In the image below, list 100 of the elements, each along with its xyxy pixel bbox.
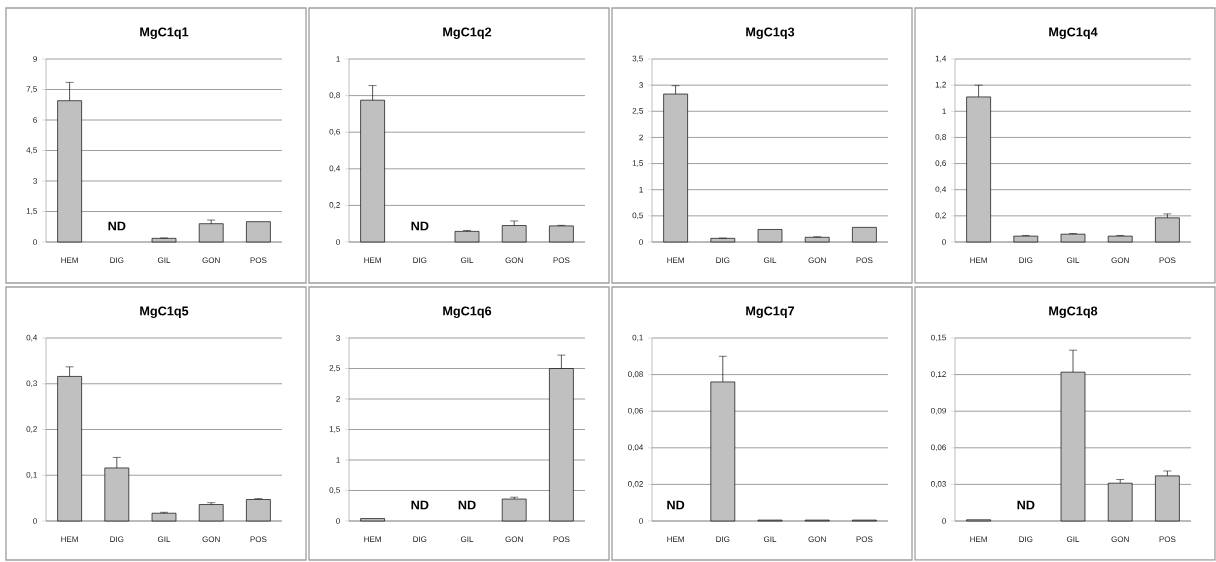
- annotation: ND: [667, 500, 685, 510]
- bar: [1060, 233, 1086, 243]
- x-tick-label: HEM: [61, 257, 78, 263]
- y-tick-label: 0: [942, 518, 946, 524]
- y-tick-label: 0,15: [931, 334, 946, 342]
- x-tick-label: HEM: [667, 257, 684, 263]
- x-tick-label: DIG: [110, 536, 124, 543]
- chart-title: MgC1q7: [746, 306, 795, 319]
- bar: [151, 238, 177, 243]
- x-tick-label: POS: [250, 257, 267, 264]
- bar: [246, 221, 271, 243]
- y-tick-label: 0: [336, 518, 340, 524]
- x-tick-label: POS: [553, 536, 570, 543]
- y-tick-label: 1: [639, 186, 643, 193]
- x-tick-label: POS: [1159, 536, 1176, 543]
- bar: [246, 499, 271, 522]
- y-tick-label: 1,5: [632, 160, 643, 167]
- y-tick-label: 0,5: [329, 487, 340, 494]
- chart-title: MgC1q2: [443, 27, 492, 40]
- y-tick-label: 4,5: [26, 147, 37, 154]
- bar: [360, 518, 385, 522]
- x-tick-label: HEM: [364, 257, 381, 263]
- y-tick-label: 1,5: [329, 426, 340, 433]
- y-tick-label: 0,8: [935, 134, 946, 141]
- y-tick-label: 6: [33, 117, 37, 123]
- annotation: ND: [458, 500, 476, 510]
- x-tick-label: POS: [856, 536, 873, 543]
- bar: [501, 225, 527, 243]
- y-tick-label: 2,5: [329, 365, 340, 372]
- x-tick-label: GON: [505, 257, 523, 264]
- y-tick-label: 2,5: [632, 107, 643, 115]
- y-tick-label: 0: [639, 518, 643, 524]
- y-tick-label: 0,3: [26, 380, 37, 388]
- x-tick-label: HEM: [970, 257, 987, 263]
- y-tick-label: 1: [336, 457, 340, 463]
- x-tick-label: DIG: [1019, 257, 1033, 264]
- y-tick-label: 3,5: [632, 55, 643, 63]
- y-tick-label: 0,1: [26, 471, 37, 479]
- y-tick-label: 0,06: [931, 444, 946, 452]
- bar: [852, 227, 877, 243]
- x-tick-label: HEM: [61, 536, 78, 542]
- y-tick-label: 9: [33, 56, 37, 62]
- y-tick-label: 0,04: [628, 444, 644, 452]
- x-tick-label: POS: [856, 257, 873, 264]
- y-tick-label: 0: [33, 239, 37, 245]
- annotation: ND: [411, 500, 429, 510]
- y-tick-label: 0,4: [329, 165, 341, 173]
- x-tick-label: GIL: [763, 257, 777, 264]
- y-tick-label: 0,02: [628, 481, 643, 488]
- chart-title: MgC1q6: [443, 306, 492, 319]
- x-tick-label: POS: [250, 536, 267, 543]
- chart-title: MgC1q1: [140, 27, 189, 40]
- chart-title: MgC1q3: [746, 27, 795, 40]
- bar: [501, 498, 527, 522]
- y-tick-label: 0: [942, 239, 946, 245]
- y-tick-label: 0,06: [628, 407, 643, 415]
- bar: [549, 225, 574, 243]
- y-tick-label: 3: [336, 335, 340, 341]
- y-tick-label: 1,4: [935, 55, 947, 63]
- x-tick-label: GIL: [460, 257, 474, 264]
- bar: [151, 512, 177, 522]
- x-tick-label: GON: [1111, 536, 1129, 543]
- chart-title: MgC1q5: [140, 306, 189, 319]
- bar: [1155, 217, 1180, 243]
- y-tick-label: 0,6: [935, 160, 946, 167]
- x-tick-label: GIL: [1066, 257, 1080, 264]
- x-tick-label: GIL: [157, 536, 171, 543]
- y-tick-label: 1,2: [935, 81, 946, 89]
- x-tick-label: DIG: [110, 257, 124, 264]
- y-tick-label: 0: [336, 239, 340, 245]
- bar: [804, 236, 830, 243]
- y-tick-label: 7,5: [26, 86, 37, 93]
- x-tick-label: HEM: [667, 536, 684, 542]
- x-tick-label: GON: [202, 536, 220, 543]
- x-tick-label: GIL: [460, 536, 474, 543]
- x-tick-label: GON: [808, 257, 826, 264]
- x-tick-label: GIL: [763, 536, 777, 543]
- bar: [198, 223, 224, 243]
- y-tick-label: 0,2: [26, 426, 37, 433]
- x-tick-label: HEM: [970, 536, 987, 542]
- x-tick-label: GON: [808, 536, 826, 543]
- annotation: ND: [1017, 500, 1035, 510]
- x-tick-label: GON: [505, 536, 523, 543]
- chart-title: MgC1q8: [1049, 306, 1098, 319]
- y-tick-label: 0,6: [329, 128, 340, 136]
- x-tick-label: DIG: [413, 257, 427, 264]
- bar: [1013, 235, 1039, 243]
- y-tick-label: 0,2: [935, 212, 946, 220]
- y-tick-label: 3: [639, 82, 643, 88]
- y-tick-label: 1,5: [26, 208, 37, 215]
- y-tick-label: 0: [639, 239, 643, 245]
- y-tick-label: 0,5: [632, 212, 643, 220]
- y-tick-label: 1: [336, 56, 340, 62]
- x-tick-label: DIG: [716, 257, 730, 264]
- y-tick-label: 2: [336, 396, 340, 402]
- x-tick-label: POS: [1159, 257, 1176, 264]
- x-tick-label: DIG: [716, 536, 730, 543]
- bar: [1107, 482, 1133, 522]
- x-tick-label: HEM: [364, 536, 381, 542]
- y-tick-label: 0,4: [935, 186, 947, 194]
